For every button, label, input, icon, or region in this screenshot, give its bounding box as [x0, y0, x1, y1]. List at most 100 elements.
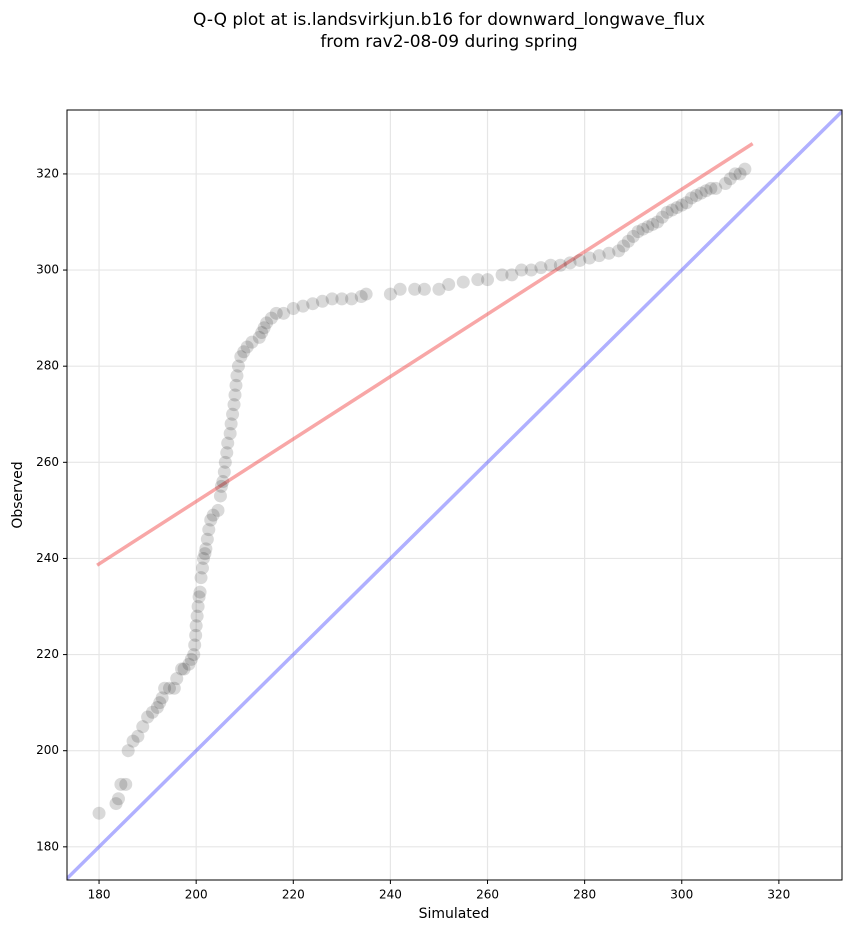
- point: [218, 455, 232, 469]
- chart-title: Q-Q plot at is.landsvirkjun.b16 for down…: [193, 10, 705, 30]
- x-tick-label: 200: [185, 888, 208, 902]
- point: [217, 465, 231, 479]
- point: [229, 378, 243, 392]
- point: [196, 551, 210, 565]
- point: [582, 251, 596, 265]
- point: [126, 734, 140, 748]
- grid: [67, 110, 842, 880]
- point: [255, 326, 269, 340]
- point: [495, 268, 509, 282]
- point: [456, 275, 470, 289]
- y-tick-label: 180: [36, 839, 59, 853]
- point: [202, 523, 216, 537]
- point: [109, 797, 123, 811]
- point: [167, 681, 181, 695]
- point: [141, 710, 155, 724]
- plot-frame: [66, 109, 843, 881]
- x-axis-label: Simulated: [419, 906, 490, 922]
- point: [612, 244, 626, 258]
- point: [228, 388, 242, 402]
- point: [359, 287, 373, 301]
- point: [592, 249, 606, 263]
- point: [660, 205, 674, 219]
- point: [335, 292, 349, 306]
- point: [626, 229, 640, 243]
- point: [264, 311, 278, 325]
- point: [189, 619, 203, 633]
- point: [240, 340, 254, 354]
- point: [188, 638, 202, 652]
- point: [231, 359, 245, 373]
- point: [544, 258, 558, 272]
- point: [162, 681, 176, 695]
- y-tick-label: 260: [36, 455, 59, 469]
- point: [728, 167, 742, 181]
- point: [345, 292, 359, 306]
- point: [689, 189, 703, 203]
- point: [182, 657, 196, 671]
- point: [616, 239, 630, 253]
- point: [227, 398, 241, 412]
- point: [184, 652, 198, 666]
- point: [119, 777, 133, 791]
- x-tick-label: 240: [379, 888, 402, 902]
- point: [155, 691, 169, 705]
- point: [655, 210, 669, 224]
- x-tick-label: 260: [476, 888, 499, 902]
- point: [602, 246, 616, 260]
- point: [114, 777, 128, 791]
- y-tick-label: 200: [36, 743, 59, 757]
- point: [738, 162, 752, 176]
- point: [199, 542, 213, 556]
- point: [189, 628, 203, 642]
- point: [206, 508, 220, 522]
- point: [223, 426, 237, 440]
- point: [192, 590, 206, 604]
- x-tick-label: 220: [282, 888, 305, 902]
- point: [214, 479, 228, 493]
- point: [442, 277, 456, 291]
- point: [230, 369, 244, 383]
- point: [709, 181, 723, 195]
- point: [723, 172, 737, 186]
- y-tick-label: 220: [36, 647, 59, 661]
- y-tick-label: 240: [36, 551, 59, 565]
- point: [325, 292, 339, 306]
- point: [224, 417, 238, 431]
- point: [383, 287, 397, 301]
- point: [471, 273, 485, 287]
- point: [621, 234, 635, 248]
- point: [524, 263, 538, 277]
- axes: 180 200 220 240 260 280 300 320 180 200 220 240 260 2…: [36, 166, 790, 901]
- point: [150, 700, 164, 714]
- point: [432, 282, 446, 296]
- point: [145, 705, 159, 719]
- point: [563, 256, 577, 270]
- point: [393, 282, 407, 296]
- point: [158, 681, 172, 695]
- point: [277, 306, 291, 320]
- point: [195, 561, 209, 575]
- point: [704, 181, 718, 195]
- point: [573, 253, 587, 267]
- plot-area: [67, 110, 842, 880]
- chart-subtitle: from rav2-08-09 during spring: [320, 32, 577, 52]
- point: [670, 201, 684, 215]
- point: [296, 299, 310, 313]
- point: [534, 261, 548, 275]
- point: [733, 167, 747, 181]
- reference-line: [67, 110, 842, 880]
- point: [354, 289, 368, 303]
- point: [315, 294, 329, 308]
- point: [505, 268, 519, 282]
- point: [269, 306, 283, 320]
- point: [121, 744, 135, 758]
- point: [177, 662, 191, 676]
- point: [694, 186, 708, 200]
- point: [515, 263, 529, 277]
- point: [481, 273, 495, 287]
- point: [234, 350, 248, 364]
- point: [306, 297, 320, 311]
- point: [252, 330, 266, 344]
